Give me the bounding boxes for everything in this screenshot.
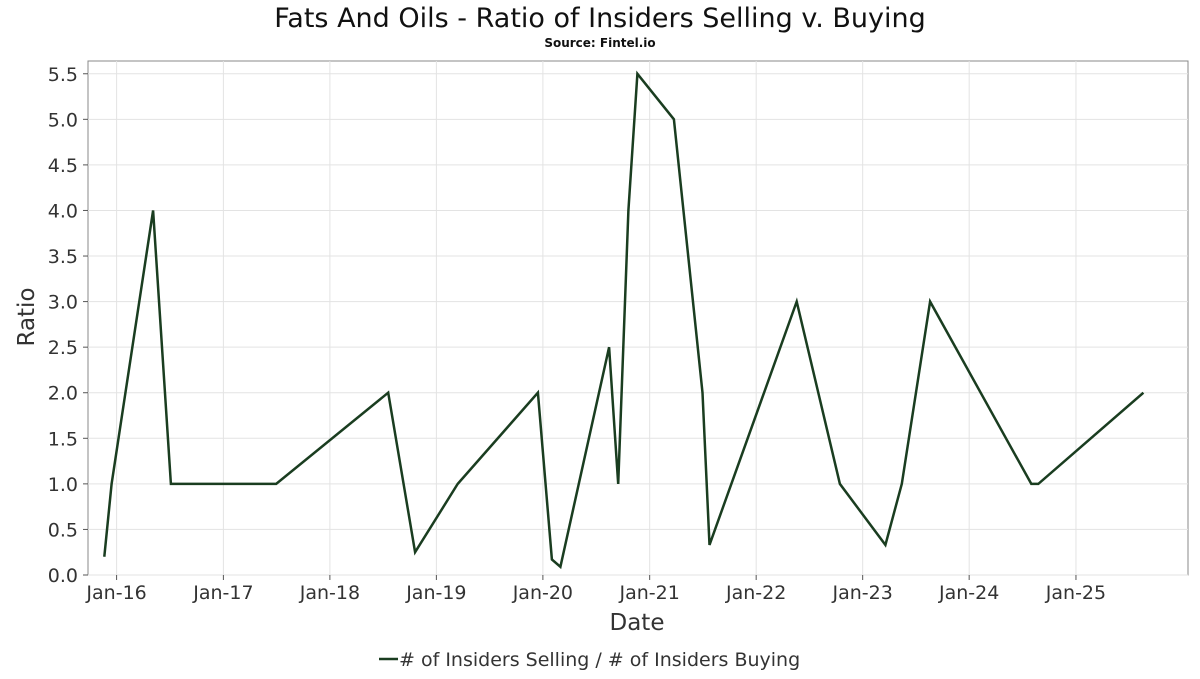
x-tick-label: Jan-21 [619,582,680,604]
x-tick-label: Jan-25 [1045,582,1106,604]
chart-title: Fats And Oils - Ratio of Insiders Sellin… [274,3,926,34]
x-tick-label: Jan-22 [725,582,786,604]
y-tick-label: 3.5 [48,246,78,268]
plot-area [87,60,1189,576]
y-tick-label: 0.0 [48,565,78,587]
x-tick-label: Jan-19 [405,582,466,604]
x-tick-label: Jan-23 [832,582,893,604]
legend-label: # of Insiders Selling / # of Insiders Bu… [399,649,800,671]
x-tick-label: Jan-24 [938,582,999,604]
y-tick-label: 5.0 [48,109,78,131]
x-tick-label: Jan-16 [85,582,146,604]
y-tick-label: 1.5 [48,428,78,450]
x-axis-label: Date [610,610,665,636]
y-tick-label: 3.0 [48,292,78,314]
series-line [103,70,1145,570]
series-group [103,70,1145,570]
y-tick-label: 4.0 [48,200,78,222]
y-tick-label: 5.5 [48,64,78,86]
y-tick-label: 0.5 [48,519,78,541]
x-tick-label: Jan-20 [512,582,573,604]
y-tick-label: 4.5 [48,155,78,177]
x-axis-ticks: Jan-16 Jan-17 Jan-18 Jan-19 Jan-20 Jan-21 Jan-… [85,575,1106,604]
y-tick-label: 2.5 [48,337,78,359]
chart-subtitle: Source: Fintel.io [544,36,655,50]
legend: # of Insiders Selling / # of Insiders Bu… [379,649,800,671]
x-tick-label: Jan-17 [192,582,253,604]
gridlines [88,61,1188,576]
y-tick-label: 1.0 [48,474,78,496]
y-tick-label: 2.0 [48,383,78,405]
y-axis-ticks: 0.0 0.5 1.0 1.5 2.0 2.5 3.0 3.5 4.0 4.5 5.0 5.5 [48,64,88,587]
x-tick-label: Jan-18 [299,582,360,604]
y-axis-label: Ratio [14,287,40,346]
